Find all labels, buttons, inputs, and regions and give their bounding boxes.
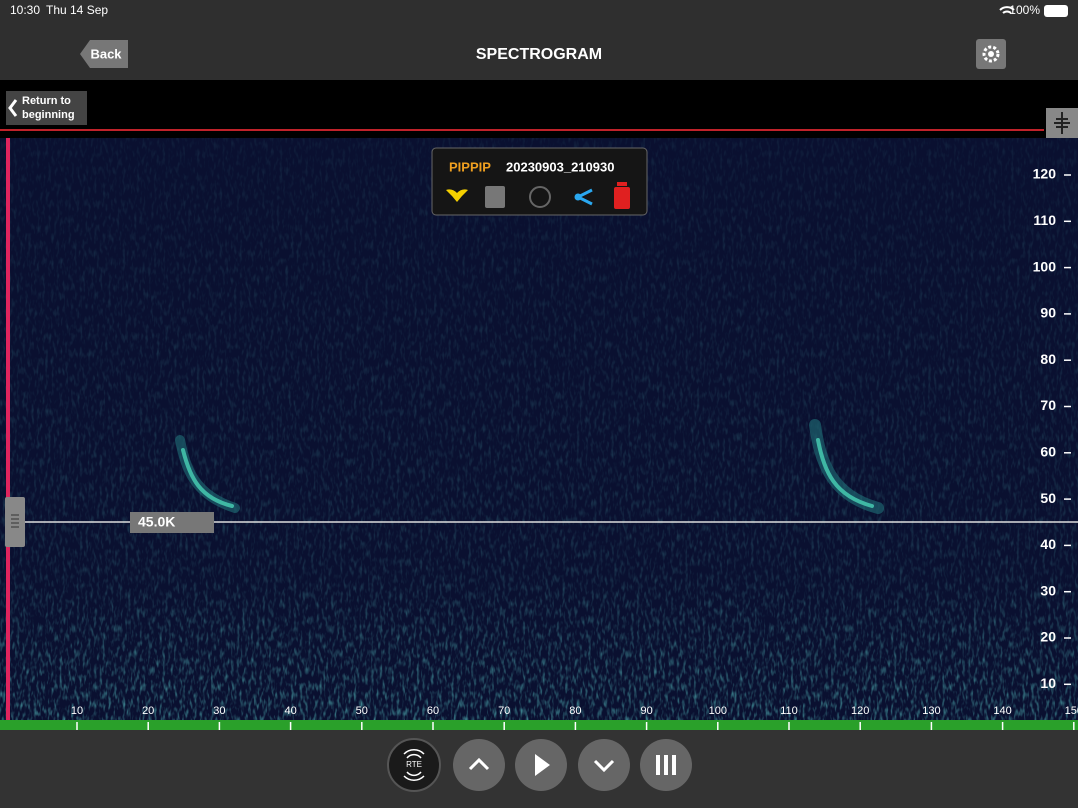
back-label[interactable]: Back <box>90 46 122 61</box>
rte-label[interactable]: RTE <box>406 760 422 769</box>
handle-grip[interactable] <box>11 514 19 528</box>
location-button[interactable] <box>529 186 551 208</box>
gear-icon[interactable] <box>982 45 1000 63</box>
species-button[interactable] <box>446 189 468 202</box>
up-icon[interactable] <box>468 757 490 771</box>
time-axis-bar <box>0 720 1078 730</box>
time-tick-label: 100 <box>709 705 727 717</box>
playhead <box>6 138 10 730</box>
frequency-tick-label: 40 <box>1040 536 1056 552</box>
share-dot[interactable] <box>574 193 582 201</box>
return-label-line2[interactable]: beginning <box>22 109 75 121</box>
time-tick-label: 20 <box>142 705 154 717</box>
bat-call <box>809 419 884 514</box>
gear-hub[interactable] <box>988 51 994 57</box>
overview-strip <box>0 80 1078 138</box>
time-tick-label: 140 <box>993 705 1011 717</box>
spectrogram-noise <box>0 138 1078 720</box>
back-button[interactable] <box>80 40 128 68</box>
marker-label: 45.0K <box>138 514 175 530</box>
frequency-tick-label: 30 <box>1040 582 1056 598</box>
return-label-line1[interactable]: Return to <box>22 95 71 107</box>
screen-title: SPECTROGRAM <box>476 46 602 63</box>
frequency-tick-label: 60 <box>1040 444 1056 460</box>
frequency-tick-label: 120 <box>1033 166 1057 182</box>
header <box>0 0 1078 80</box>
frequency-tick-label: 20 <box>1040 629 1056 645</box>
rte-icon[interactable] <box>403 749 425 781</box>
notes-button[interactable] <box>485 186 505 208</box>
return-button[interactable] <box>6 91 87 125</box>
up-button[interactable] <box>453 739 505 791</box>
return-chevron[interactable] <box>8 99 18 117</box>
time-tick-label: 30 <box>213 705 225 717</box>
time-tick-label: 120 <box>851 705 869 717</box>
time-tick-label: 60 <box>427 705 439 717</box>
play-icon[interactable] <box>535 754 550 776</box>
bars-icon[interactable] <box>656 755 676 775</box>
frequency-tick-label: 70 <box>1040 397 1056 413</box>
scale-icon[interactable] <box>1054 112 1070 134</box>
wifi-icon <box>999 6 1015 14</box>
bat-call <box>175 435 240 513</box>
species-code: PIPPIP <box>449 159 491 174</box>
delete-lid[interactable] <box>617 182 627 186</box>
time-tick-label: 50 <box>356 705 368 717</box>
status-date: Thu 14 Sep <box>46 3 108 17</box>
frequency-tick-label: 100 <box>1033 258 1057 274</box>
frequency-tick-label: 50 <box>1040 490 1056 506</box>
down-icon[interactable] <box>593 759 615 773</box>
time-tick-label: 110 <box>780 705 798 717</box>
battery-icon <box>1044 5 1068 17</box>
time-tick-label: 90 <box>640 705 652 717</box>
time-tick-label: 80 <box>569 705 581 717</box>
time-axis: 10 20 30 40 50 60 70 80 90 100 110 120 130 140 150 <box>71 705 1078 730</box>
frequency-axis: 120 110 100 90 80 70 60 50 40 30 20 10 <box>1033 166 1071 691</box>
delete-button[interactable] <box>614 187 630 209</box>
time-tick-label: 130 <box>922 705 940 717</box>
time-tick-label: 150 <box>1065 705 1078 717</box>
time-tick-label: 40 <box>284 705 296 717</box>
marker-handle[interactable] <box>5 497 25 547</box>
frequency-tick-label: 80 <box>1040 351 1056 367</box>
down-button[interactable] <box>578 739 630 791</box>
rte-button[interactable] <box>387 738 441 792</box>
frequency-tick-label: 10 <box>1040 675 1056 691</box>
time-tick-label: 10 <box>71 705 83 717</box>
frequency-tick-label: 110 <box>1033 212 1056 228</box>
time-tick-label: 70 <box>498 705 510 717</box>
status-time: 10:30 <box>10 3 40 17</box>
battery-text: 100% <box>1009 3 1040 17</box>
frequency-tick-label: 90 <box>1040 305 1056 321</box>
file-name: 20230903_210930 <box>506 159 614 174</box>
marker-label-box <box>130 512 214 533</box>
